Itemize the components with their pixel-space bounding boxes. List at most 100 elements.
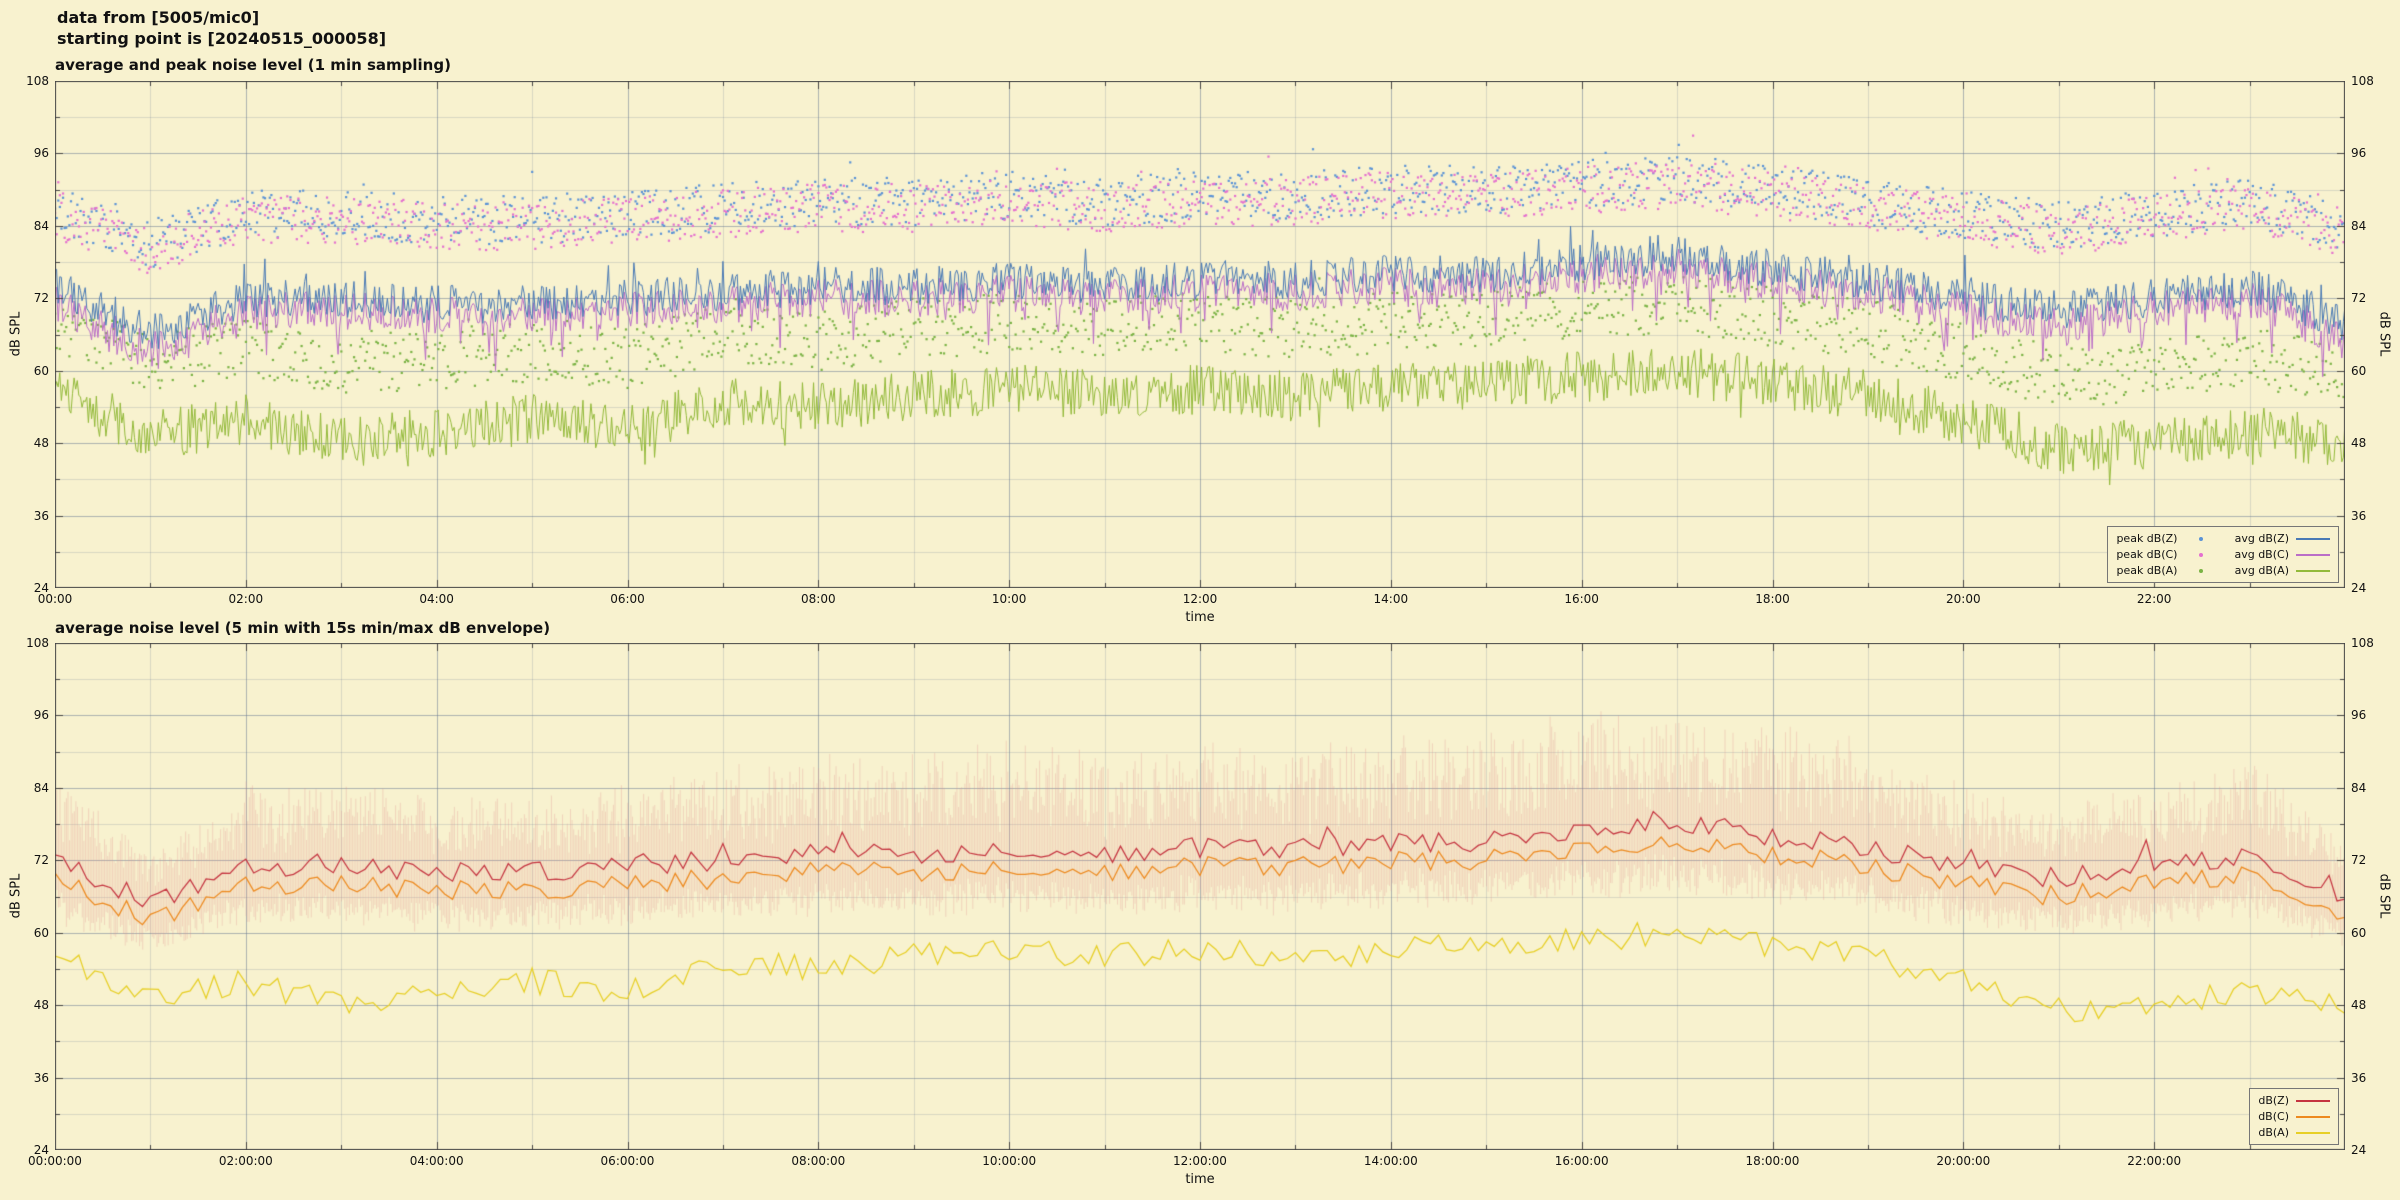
legend-label: avg dB(Z) <box>2234 532 2289 545</box>
x-tick-label: 18:00 <box>1755 592 1790 606</box>
legend-entry: peak dB(C) <box>2116 547 2218 562</box>
start-time-label: starting point is [20240515_000058] <box>57 29 387 48</box>
x-tick-label: 22:00 <box>2136 592 2172 606</box>
legend-swatch-point-icon <box>2184 568 2218 574</box>
y-tick-labels-right: 24 36 48 60 72 84 96 108 <box>2351 636 2387 1157</box>
x-tick-label: 12:00 <box>1182 592 1218 606</box>
x-tick-label: 16:00:00 <box>1554 1154 1609 1168</box>
legend-entry: peak dB(A) <box>2116 563 2218 578</box>
legend-swatch-point-icon <box>2184 552 2218 558</box>
legend-entry: avg dB(C) <box>2234 547 2330 562</box>
x-tick-label: 02:00:00 <box>218 1154 273 1168</box>
x-axis-label: time <box>1185 610 1215 625</box>
chart-title: average and peak noise level (1 min samp… <box>55 56 451 74</box>
legend-label: peak dB(Z) <box>2116 532 2178 545</box>
y-tick-label: 60 <box>2351 925 2367 940</box>
x-tick-label: 10:00:00 <box>982 1154 1037 1168</box>
legend-label: peak dB(A) <box>2116 564 2178 577</box>
legend-point-icon <box>2199 536 2204 541</box>
header: data from [5005/mic0] starting point is … <box>57 7 386 49</box>
x-tick-label: 06:00 <box>610 592 645 606</box>
y-tick-label: 48 <box>33 998 49 1013</box>
y-tick-labels-left: 24 36 48 60 72 84 96 108 <box>13 74 49 595</box>
x-tick-label: 02:00 <box>228 592 264 606</box>
y-tick-label: 24 <box>2351 581 2367 595</box>
y-tick-label: 72 <box>2351 853 2367 868</box>
legend-swatch-point-icon <box>2184 536 2218 542</box>
plot-canvas <box>55 643 2345 1150</box>
y-tick-label: 72 <box>2351 291 2367 306</box>
x-tick-label: 14:00 <box>1373 592 1409 606</box>
x-tick-label: 18:00:00 <box>1745 1154 1800 1168</box>
y-tick-label: 108 <box>26 74 49 88</box>
y-tick-label: 60 <box>33 363 49 378</box>
x-tick-label: 04:00 <box>419 592 454 606</box>
legend-label: dB(C) <box>2258 1110 2289 1123</box>
legend-swatch-line-icon <box>2296 1131 2330 1134</box>
y-tick-label: 96 <box>2351 146 2367 161</box>
chart-title: average noise level (5 min with 15s min/… <box>55 619 551 637</box>
x-tick-label: 00:00 <box>37 592 73 606</box>
y-tick-label: 72 <box>33 853 49 868</box>
y-tick-label: 96 <box>33 146 49 161</box>
y-tick-label: 84 <box>33 218 49 233</box>
y-tick-label: 72 <box>33 291 49 306</box>
x-tick-label: 08:00:00 <box>791 1154 846 1168</box>
y-tick-label: 36 <box>2351 508 2367 523</box>
legend-entry: avg dB(Z) <box>2234 531 2330 546</box>
legend-label: avg dB(A) <box>2234 564 2289 577</box>
legend: peak dB(Z) avg dB(Z) peak dB(C) avg dB(C) pe… <box>2107 526 2339 583</box>
legend-label: avg dB(C) <box>2234 548 2289 561</box>
y-tick-label: 84 <box>2351 218 2367 233</box>
x-tick-label: 16:00 <box>1564 592 1599 606</box>
x-tick-label: 22:00:00 <box>2127 1154 2182 1168</box>
plot-canvas <box>55 81 2345 588</box>
y-tick-label: 24 <box>33 1143 49 1157</box>
legend-label: peak dB(C) <box>2116 548 2178 561</box>
y-tick-label: 48 <box>33 436 49 451</box>
y-tick-label: 60 <box>2351 363 2367 378</box>
y-tick-label: 108 <box>26 636 49 650</box>
legend-swatch-line-icon <box>2296 1099 2330 1102</box>
x-tick-label: 00:00:00 <box>28 1154 82 1168</box>
x-tick-label: 06:00:00 <box>600 1154 655 1168</box>
y-tick-label: 108 <box>2351 636 2374 650</box>
legend: dB(Z) dB(C) dB(A) <box>2249 1088 2339 1145</box>
y-tick-labels-right: 24 36 48 60 72 84 96 108 <box>2351 74 2387 595</box>
y-tick-label: 60 <box>33 925 49 940</box>
x-tick-label: 14:00:00 <box>1363 1154 1418 1168</box>
legend-entry: dB(Z) <box>2258 1093 2330 1108</box>
legend-entry: peak dB(Z) <box>2116 531 2218 546</box>
legend-label: dB(A) <box>2258 1126 2289 1139</box>
plot-area: 24 36 48 60 72 84 96 108 24 36 48 60 72 84 96 108 00:0… <box>26 636 2374 1168</box>
legend-swatch-line-icon <box>2296 553 2330 556</box>
y-tick-label: 108 <box>2351 74 2374 88</box>
legend-swatch-line-icon <box>2296 1115 2330 1118</box>
y-tick-label: 84 <box>33 780 49 795</box>
x-tick-labels: 00:00:00 02:00:00 04:00:00 06:00:00 08:00:00… <box>28 1150 2345 1168</box>
x-tick-label: 08:00 <box>801 592 836 606</box>
y-tick-label: 36 <box>33 1070 49 1085</box>
y-tick-label: 24 <box>33 581 49 595</box>
legend-swatch-line-icon <box>2296 569 2330 572</box>
plot-area: 24 36 48 60 72 84 96 108 24 36 48 60 72 84 96 108 00:0… <box>26 74 2374 606</box>
x-tick-label: 10:00 <box>991 592 1027 606</box>
legend-entry: dB(C) <box>2258 1109 2330 1124</box>
legend-point-icon <box>2199 568 2204 573</box>
y-tick-label: 96 <box>33 708 49 723</box>
legend-entry: avg dB(A) <box>2234 563 2330 578</box>
y-tick-label: 24 <box>2351 1143 2367 1157</box>
legend-swatch-line-icon <box>2296 537 2330 540</box>
legend-entry: dB(A) <box>2258 1125 2330 1140</box>
x-tick-label: 20:00 <box>1946 592 1981 606</box>
y-tick-label: 36 <box>2351 1070 2367 1085</box>
y-tick-label: 84 <box>2351 780 2367 795</box>
legend-label: dB(Z) <box>2258 1094 2289 1107</box>
x-tick-label: 20:00:00 <box>1936 1154 1991 1168</box>
x-tick-labels: 00:00 02:00 04:00 06:00 08:00 10:00 12:00 14:00… <box>38 588 2345 606</box>
legend-point-icon <box>2199 552 2204 557</box>
y-tick-labels-left: 24 36 48 60 72 84 96 108 <box>13 636 49 1157</box>
x-tick-label: 12:00:00 <box>1173 1154 1227 1168</box>
y-tick-label: 36 <box>33 508 49 523</box>
